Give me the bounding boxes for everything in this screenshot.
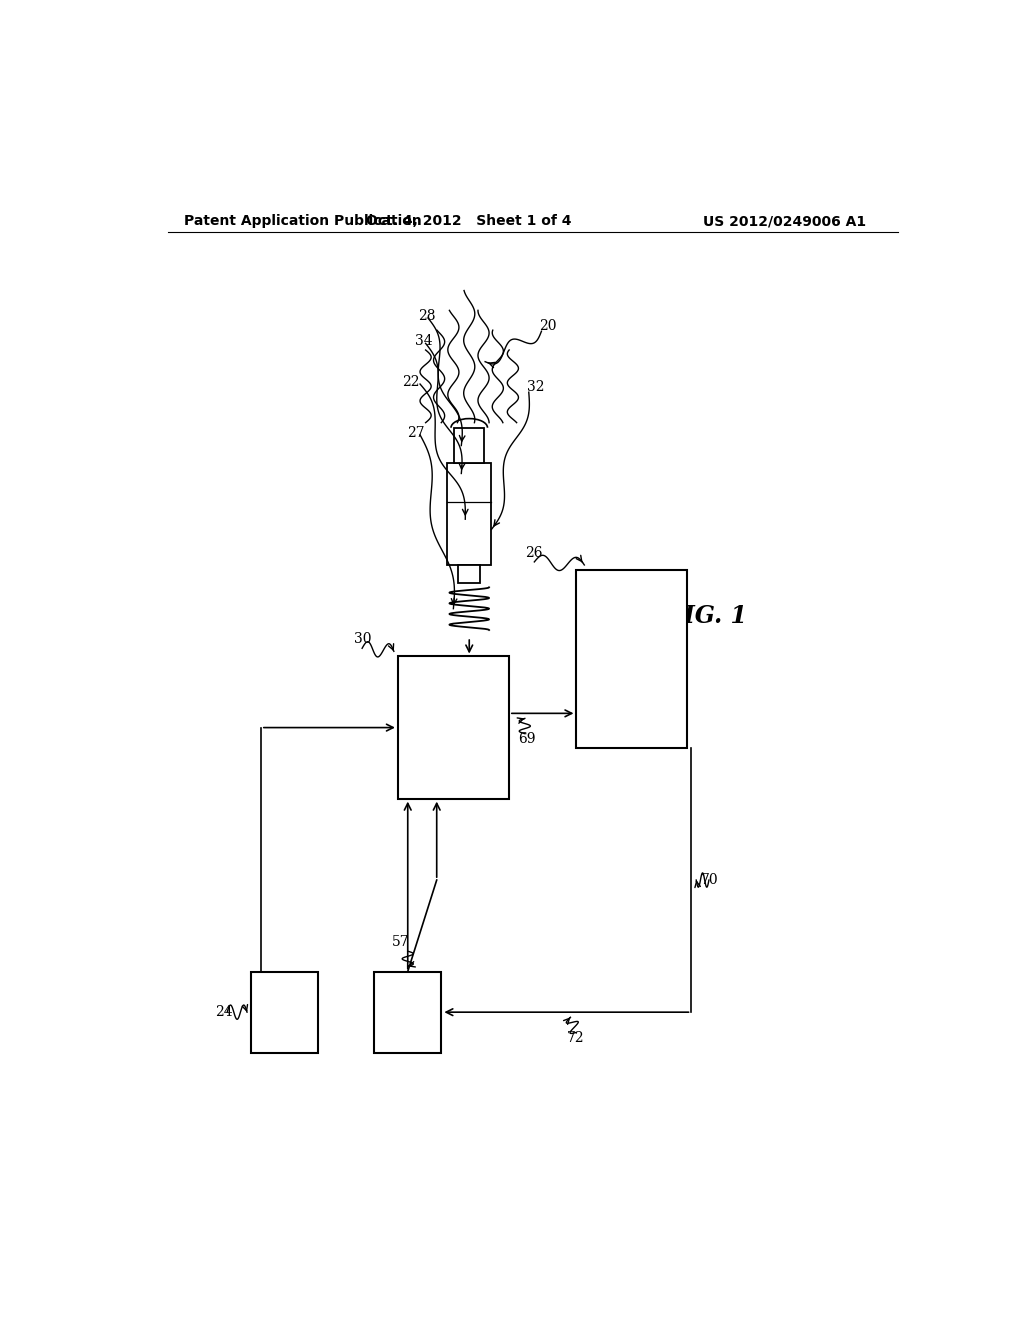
- Text: 20: 20: [539, 319, 557, 333]
- Bar: [447, 463, 492, 565]
- Bar: [577, 570, 687, 748]
- Text: 26: 26: [524, 546, 543, 560]
- Text: 72: 72: [566, 1031, 584, 1044]
- Text: US 2012/0249006 A1: US 2012/0249006 A1: [702, 214, 866, 228]
- Text: 28: 28: [418, 309, 435, 323]
- Text: Oct. 4, 2012   Sheet 1 of 4: Oct. 4, 2012 Sheet 1 of 4: [367, 214, 572, 228]
- Text: Patent Application Publication: Patent Application Publication: [183, 214, 421, 228]
- Bar: [251, 972, 318, 1053]
- Text: 69: 69: [518, 731, 536, 746]
- Text: 57: 57: [392, 935, 410, 949]
- Text: FIG. 1: FIG. 1: [668, 603, 748, 628]
- Text: 27: 27: [408, 426, 425, 440]
- Text: 30: 30: [354, 632, 372, 647]
- Bar: [397, 656, 509, 799]
- Bar: [458, 565, 480, 583]
- Text: 24: 24: [215, 1005, 232, 1019]
- Text: 22: 22: [401, 375, 419, 389]
- Bar: [455, 428, 484, 463]
- Text: 70: 70: [701, 873, 719, 887]
- Text: 34: 34: [416, 334, 433, 348]
- Text: 32: 32: [527, 380, 545, 395]
- Bar: [374, 972, 441, 1053]
